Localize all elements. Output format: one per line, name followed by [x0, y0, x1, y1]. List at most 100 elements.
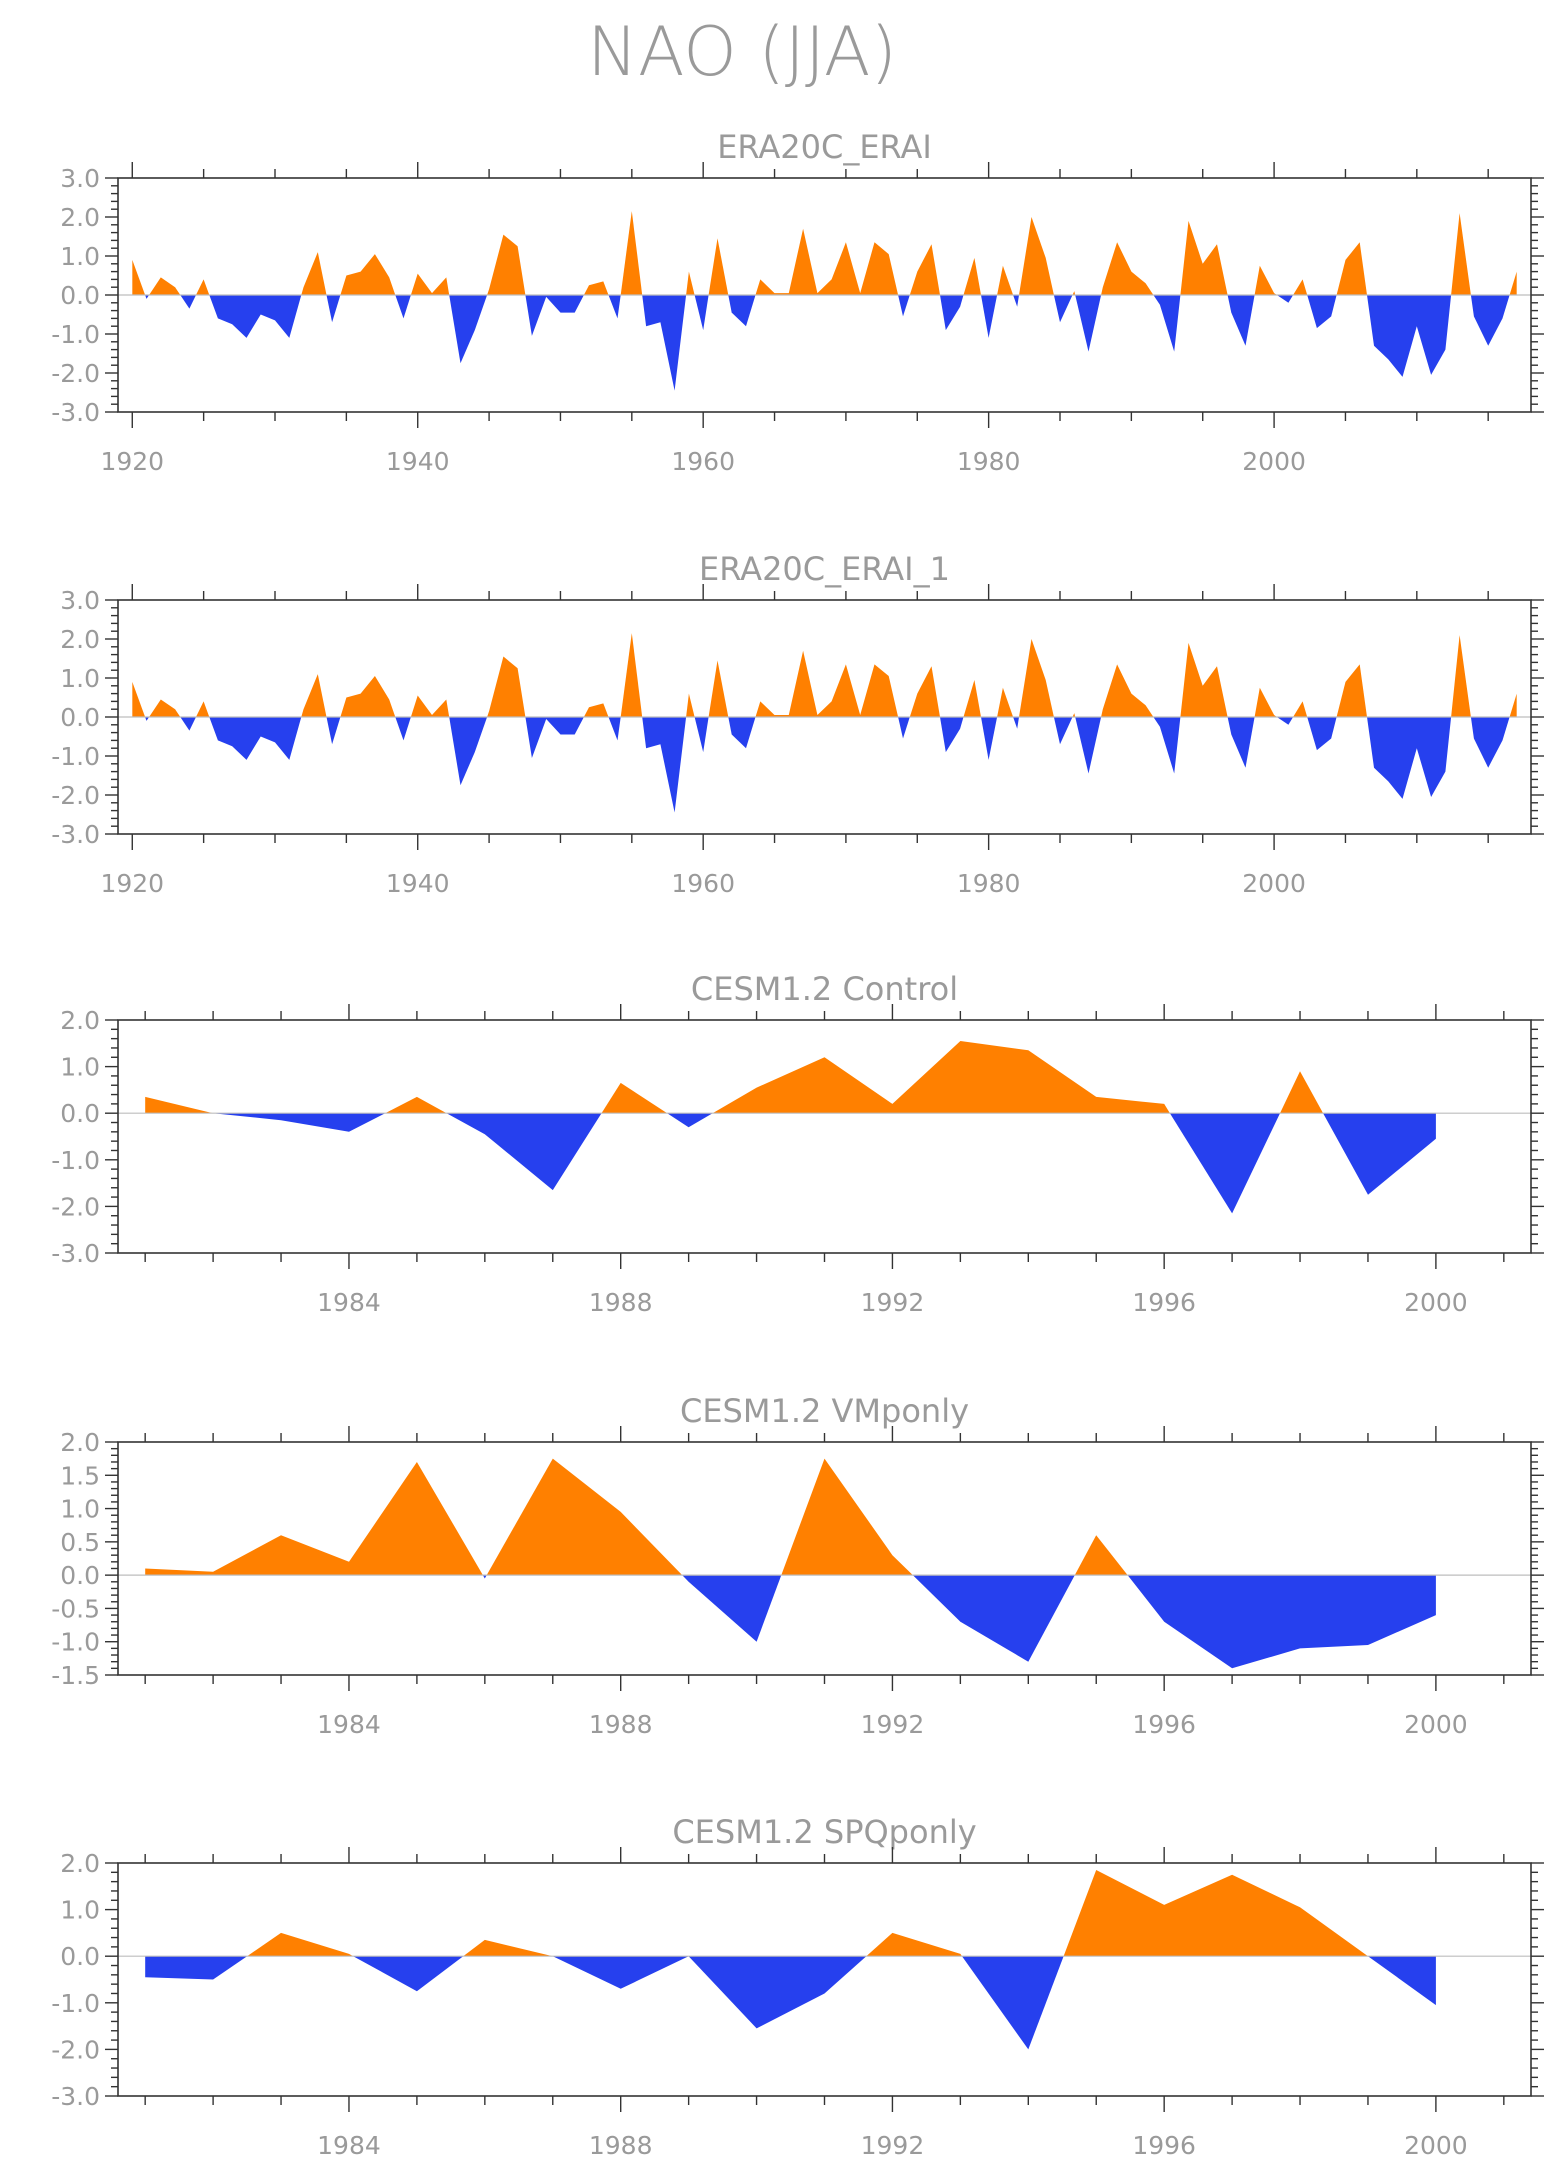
panel-title: CESM1.2 Control	[691, 970, 958, 1008]
positive-area-1	[132, 681, 146, 717]
y-tick-label: -1.0	[51, 1146, 100, 1175]
negative-area-34	[1075, 717, 1102, 774]
x-tick-label: 2000	[1404, 1710, 1468, 1739]
series-area	[145, 1041, 1436, 1214]
positive-area-1	[132, 259, 146, 295]
y-tick-label: -1.5	[51, 1661, 100, 1690]
y-tick-label: -2.0	[51, 359, 100, 388]
y-tick-label: 0.0	[60, 703, 100, 732]
y-tick-label: -3.0	[51, 398, 100, 427]
positive-area-3	[149, 277, 181, 295]
positive-area-17	[620, 211, 643, 295]
positive-area-17	[620, 633, 643, 717]
negative-area-4	[682, 1575, 782, 1642]
series-area	[145, 1458, 1436, 1669]
negative-area-28	[981, 717, 998, 760]
negative-area-32	[1053, 295, 1073, 323]
positive-area-21	[708, 238, 729, 295]
x-tick-label: 1996	[1132, 1710, 1196, 1739]
positive-area-23	[755, 228, 899, 295]
x-tick-label: 2000	[1242, 869, 1306, 898]
series-area	[132, 633, 1517, 813]
x-tick-label: 1992	[861, 1710, 925, 1739]
y-tick-label: -3.0	[51, 2082, 100, 2111]
negative-area-24	[898, 717, 910, 739]
positive-area-7	[301, 252, 327, 295]
positive-area-11	[410, 695, 450, 717]
panel-4: CESM1.2 VMponly 2.0 1.5 1.0 0.5 0.0 -0.5 -1.0 -1…	[51, 1392, 1544, 1739]
negative-area-38	[1227, 717, 1255, 768]
negative-area-22	[728, 295, 756, 327]
negative-area-22	[728, 717, 756, 749]
y-tick-label: 0.0	[60, 1942, 100, 1971]
positive-area-9	[1280, 1071, 1324, 1114]
negative-area-30	[1013, 717, 1019, 729]
positive-area-13	[487, 234, 526, 295]
y-tick-label: 0.0	[60, 1561, 100, 1590]
negative-area-30	[1013, 295, 1019, 307]
positive-area-37	[1180, 642, 1228, 717]
positive-area-25	[909, 244, 940, 295]
y-tick-label: -2.0	[51, 1192, 100, 1221]
positive-area-19	[686, 271, 695, 295]
negative-area-6	[667, 1113, 713, 1128]
negative-area-46	[1470, 295, 1510, 346]
positive-area-35	[1101, 242, 1154, 295]
x-tick-label: 1988	[589, 2131, 653, 2160]
y-tick-label: 3.0	[60, 586, 100, 615]
panel-2: ERA20C_ERAI_1 3.0 2.0 1.0 0.0 -1.0 -2.0 -3.0192…	[51, 550, 1544, 898]
y-tick-label: -3.0	[51, 820, 100, 849]
negative-area-40	[1276, 295, 1294, 303]
negative-area-6	[209, 295, 302, 338]
negative-area-42	[1307, 295, 1337, 329]
main-title: NAO (JJA)	[587, 13, 897, 92]
positive-area-19	[686, 693, 695, 717]
x-tick-label: 1980	[957, 869, 1021, 898]
panel-title: CESM1.2 VMponly	[680, 1392, 969, 1430]
series-area	[132, 211, 1517, 391]
positive-area-5	[196, 701, 210, 717]
positive-area-7	[1074, 1535, 1128, 1576]
x-tick-label: 1984	[317, 1710, 381, 1739]
positive-area-5	[601, 1082, 668, 1114]
negative-area-2	[213, 1113, 386, 1132]
negative-area-3	[353, 1956, 464, 1992]
positive-area-3	[486, 1458, 683, 1576]
y-tick-label: 2.0	[60, 1428, 100, 1457]
positive-area-37	[1180, 220, 1228, 295]
x-tick-label: 1984	[317, 1288, 381, 1317]
negative-area-12	[449, 295, 488, 364]
positive-area-9	[340, 676, 396, 717]
positive-area-7	[866, 1932, 962, 1957]
x-tick-label: 1920	[100, 869, 164, 898]
positive-area-41	[1293, 701, 1308, 717]
positive-area-23	[755, 650, 899, 717]
series-area	[145, 1870, 1436, 2050]
positive-area-31	[1019, 639, 1054, 717]
negative-area-24	[898, 295, 910, 317]
y-tick-label: 0.0	[60, 281, 100, 310]
negative-area-16	[608, 717, 621, 741]
x-tick-label: 1980	[957, 447, 1021, 476]
x-tick-label: 1988	[589, 1288, 653, 1317]
y-tick-label: -3.0	[51, 1239, 100, 1268]
panel-title: ERA20C_ERAI_1	[699, 550, 950, 588]
negative-area-10	[395, 717, 411, 741]
positive-area-21	[708, 660, 729, 717]
negative-area-46	[1470, 717, 1510, 768]
y-tick-label: -1.0	[51, 320, 100, 349]
y-tick-label: 1.0	[60, 1896, 100, 1925]
negative-area-10	[395, 295, 411, 319]
y-tick-label: -2.0	[51, 2035, 100, 2064]
x-tick-label: 1940	[386, 869, 450, 898]
positive-area-9	[1063, 1870, 1368, 1957]
positive-area-5	[196, 279, 210, 295]
y-tick-label: 0.0	[60, 1099, 100, 1128]
negative-area-8	[1169, 1113, 1280, 1214]
positive-area-39	[1254, 687, 1277, 717]
negative-area-14	[525, 295, 584, 336]
x-tick-label: 1984	[317, 2131, 381, 2160]
positive-area-41	[1293, 279, 1308, 295]
positive-area-29	[997, 265, 1014, 295]
negative-area-18	[642, 295, 687, 391]
